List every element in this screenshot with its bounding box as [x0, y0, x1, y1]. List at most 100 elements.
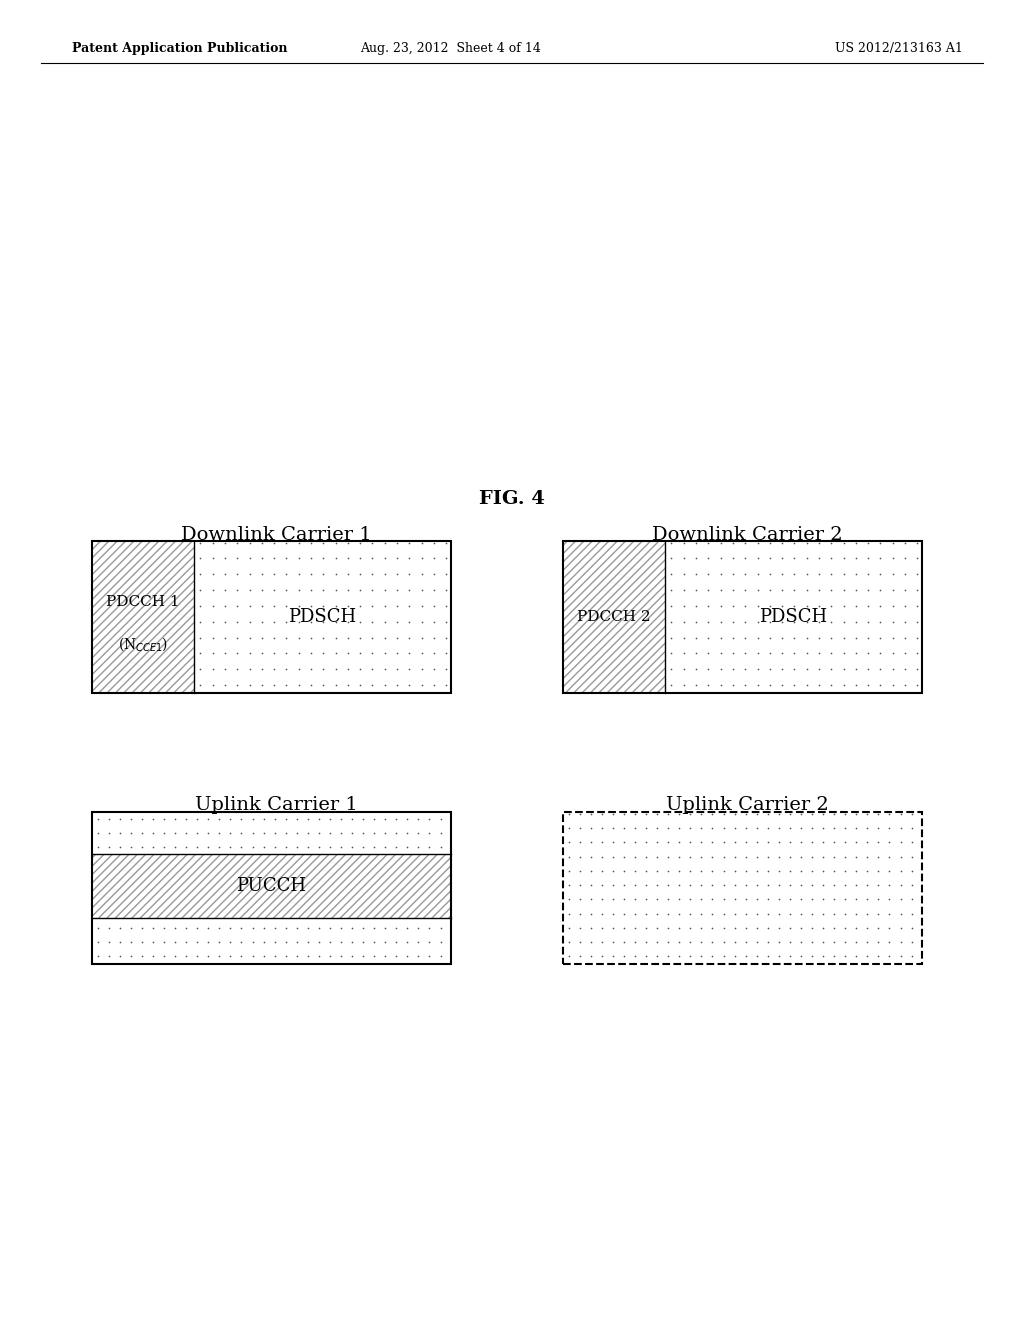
Point [872, 675, 889, 696]
Point [760, 917, 776, 939]
Point [352, 595, 369, 616]
Point [389, 643, 406, 664]
Point [583, 846, 599, 867]
Point [811, 595, 827, 616]
Point [291, 611, 307, 632]
Point [815, 875, 831, 896]
Point [870, 917, 887, 939]
Point [217, 595, 233, 616]
Point [799, 532, 815, 553]
Point [700, 564, 717, 585]
Point [303, 659, 319, 680]
Point [365, 659, 381, 680]
Point [193, 675, 209, 696]
Point [254, 675, 270, 696]
Point [388, 946, 404, 968]
Point [193, 595, 209, 616]
Text: Patent Application Publication: Patent Application Publication [72, 42, 287, 55]
Point [178, 808, 195, 829]
Point [189, 917, 206, 939]
Point [848, 643, 864, 664]
Point [401, 611, 418, 632]
Point [781, 875, 798, 896]
Bar [563, 541, 922, 693]
Point [737, 832, 754, 853]
Point [688, 643, 705, 664]
Point [771, 804, 787, 825]
Point [837, 875, 853, 896]
Point [903, 875, 920, 896]
Point [649, 932, 666, 953]
Point [693, 888, 710, 909]
Point [870, 817, 887, 838]
Point [804, 817, 820, 838]
Point [389, 675, 406, 696]
Point [426, 611, 442, 632]
Point [804, 888, 820, 909]
Point [571, 888, 588, 909]
Point [571, 832, 588, 853]
Point [291, 532, 307, 553]
Point [167, 808, 183, 829]
Point [749, 846, 765, 867]
Point [638, 932, 654, 953]
Point [903, 932, 920, 953]
Point [266, 675, 283, 696]
Point [860, 579, 877, 601]
Point [705, 817, 721, 838]
Point [688, 564, 705, 585]
Point [705, 861, 721, 882]
Point [638, 861, 654, 882]
Point [242, 532, 258, 553]
Point [389, 595, 406, 616]
Point [388, 822, 404, 843]
Point [737, 861, 754, 882]
Point [344, 946, 360, 968]
Point [322, 932, 338, 953]
Point [254, 532, 270, 553]
Point [716, 846, 732, 867]
Point [760, 804, 776, 825]
Point [583, 888, 599, 909]
Point [167, 837, 183, 858]
Point [426, 675, 442, 696]
Point [848, 611, 864, 632]
Point [615, 946, 632, 968]
Point [200, 932, 216, 953]
Point [366, 822, 382, 843]
Point [737, 627, 754, 648]
Text: Downlink Carrier 2: Downlink Carrier 2 [652, 525, 843, 544]
Point [860, 627, 877, 648]
Point [291, 675, 307, 696]
Point [594, 875, 610, 896]
Point [242, 595, 258, 616]
Point [682, 932, 698, 953]
Point [205, 532, 221, 553]
Point [660, 861, 677, 882]
Point [399, 917, 416, 939]
Point [255, 917, 271, 939]
Point [100, 837, 117, 858]
Point [112, 808, 128, 829]
Point [660, 917, 677, 939]
Point [222, 946, 239, 968]
Point [255, 946, 271, 968]
Bar [563, 812, 922, 964]
Point [799, 675, 815, 696]
Point [688, 548, 705, 569]
Point [193, 579, 209, 601]
Point [254, 564, 270, 585]
Point [860, 532, 877, 553]
Point [700, 579, 717, 601]
Point [156, 808, 172, 829]
Point [89, 932, 105, 953]
Point [605, 932, 622, 953]
Point [774, 564, 791, 585]
Point [365, 643, 381, 664]
Point [242, 675, 258, 696]
Point [716, 946, 732, 968]
Bar [563, 541, 922, 693]
Point [848, 804, 864, 825]
Point [804, 946, 820, 968]
Point [693, 917, 710, 939]
